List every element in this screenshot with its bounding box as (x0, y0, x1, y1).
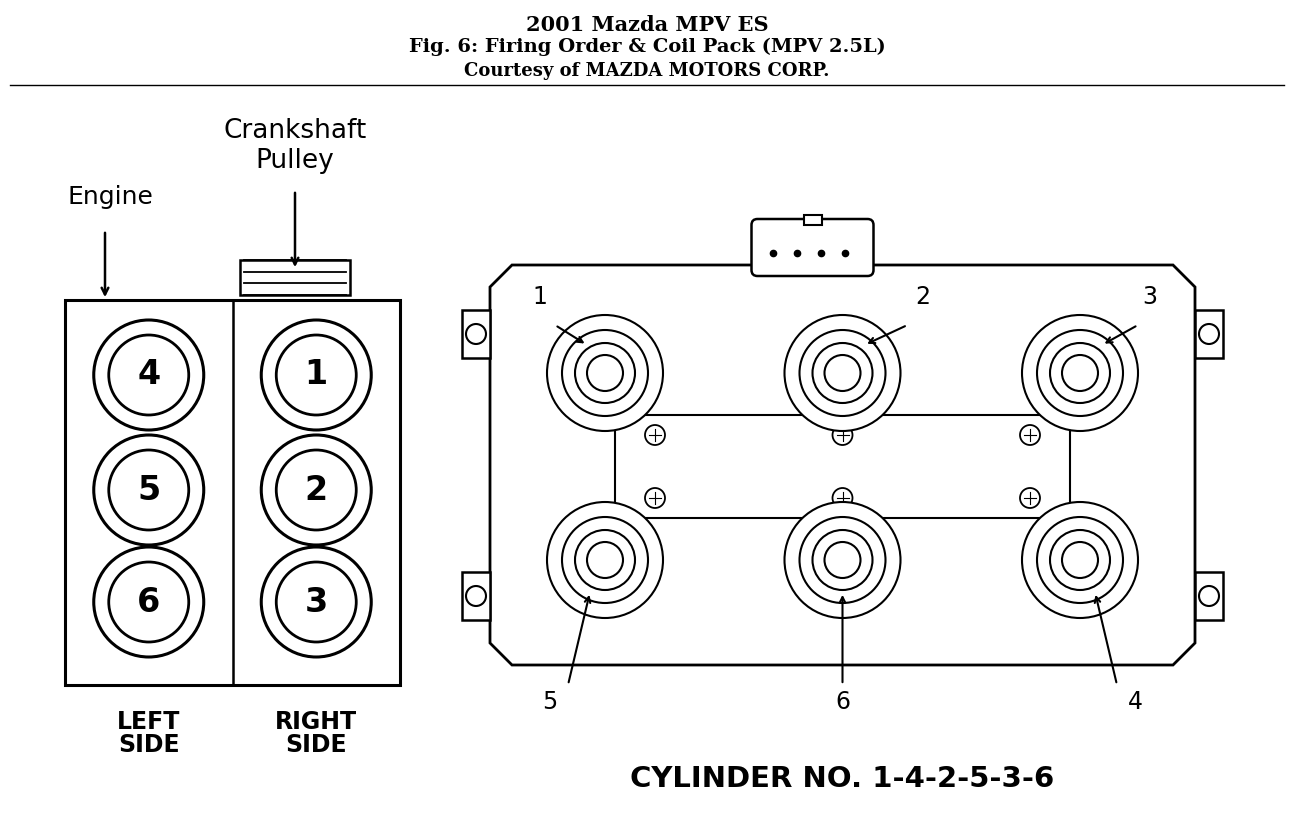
Circle shape (1049, 343, 1110, 403)
Text: Fig. 6: Firing Order & Coil Pack (MPV 2.5L): Fig. 6: Firing Order & Coil Pack (MPV 2.… (409, 38, 885, 56)
Text: Courtesy of MAZDA MOTORS CORP.: Courtesy of MAZDA MOTORS CORP. (465, 62, 829, 80)
Circle shape (1049, 530, 1110, 590)
Circle shape (575, 343, 635, 403)
Circle shape (1200, 586, 1219, 606)
Text: SIDE: SIDE (118, 733, 180, 757)
Circle shape (813, 530, 872, 590)
Text: 1: 1 (304, 359, 327, 391)
Circle shape (832, 488, 853, 508)
Text: 4: 4 (137, 359, 160, 391)
Circle shape (1200, 324, 1219, 344)
Circle shape (575, 530, 635, 590)
Circle shape (813, 343, 872, 403)
Circle shape (93, 435, 203, 545)
Circle shape (1020, 425, 1040, 445)
Circle shape (1062, 542, 1099, 578)
Circle shape (276, 335, 356, 415)
Circle shape (93, 547, 203, 657)
Text: 1: 1 (533, 285, 547, 309)
Circle shape (1022, 502, 1137, 618)
Polygon shape (1194, 310, 1223, 358)
Text: 2: 2 (304, 474, 327, 506)
Circle shape (587, 542, 622, 578)
Circle shape (644, 425, 665, 445)
Text: Crankshaft: Crankshaft (224, 118, 366, 144)
Text: 6: 6 (835, 690, 850, 714)
Circle shape (644, 488, 665, 508)
Circle shape (109, 450, 189, 530)
Polygon shape (615, 415, 1070, 518)
Circle shape (824, 542, 861, 578)
Circle shape (1022, 315, 1137, 431)
Text: 5: 5 (542, 690, 558, 714)
Circle shape (1062, 355, 1099, 391)
Circle shape (562, 517, 648, 603)
Polygon shape (1194, 572, 1223, 620)
Circle shape (784, 315, 901, 431)
Circle shape (1036, 330, 1123, 416)
Circle shape (1036, 517, 1123, 603)
Polygon shape (65, 300, 400, 685)
Polygon shape (490, 265, 1194, 665)
Circle shape (547, 315, 663, 431)
Circle shape (109, 562, 189, 642)
Text: Engine: Engine (69, 185, 154, 209)
Circle shape (466, 324, 487, 344)
Circle shape (276, 562, 356, 642)
Circle shape (93, 320, 203, 430)
Text: Pulley: Pulley (256, 148, 334, 174)
Text: 3: 3 (1143, 285, 1158, 309)
Circle shape (1020, 488, 1040, 508)
Polygon shape (239, 260, 349, 295)
FancyBboxPatch shape (752, 219, 873, 276)
Text: LEFT: LEFT (116, 710, 180, 734)
Text: 3: 3 (304, 585, 327, 619)
Circle shape (276, 450, 356, 530)
Text: CYLINDER NO. 1-4-2-5-3-6: CYLINDER NO. 1-4-2-5-3-6 (630, 765, 1055, 793)
Circle shape (800, 517, 885, 603)
Text: 5: 5 (137, 474, 160, 506)
Polygon shape (462, 310, 490, 358)
Circle shape (800, 330, 885, 416)
Circle shape (587, 355, 622, 391)
Circle shape (562, 330, 648, 416)
Circle shape (824, 355, 861, 391)
Circle shape (109, 335, 189, 415)
Text: RIGHT: RIGHT (276, 710, 357, 734)
Circle shape (466, 586, 487, 606)
Text: SIDE: SIDE (286, 733, 347, 757)
Text: 4: 4 (1127, 690, 1143, 714)
Circle shape (832, 425, 853, 445)
Circle shape (261, 435, 371, 545)
Polygon shape (462, 572, 490, 620)
Text: 2001 Mazda MPV ES: 2001 Mazda MPV ES (525, 15, 769, 35)
Circle shape (261, 320, 371, 430)
Circle shape (261, 547, 371, 657)
Text: 6: 6 (137, 585, 160, 619)
Circle shape (784, 502, 901, 618)
Polygon shape (804, 215, 822, 225)
Circle shape (547, 502, 663, 618)
Text: 2: 2 (915, 285, 930, 309)
